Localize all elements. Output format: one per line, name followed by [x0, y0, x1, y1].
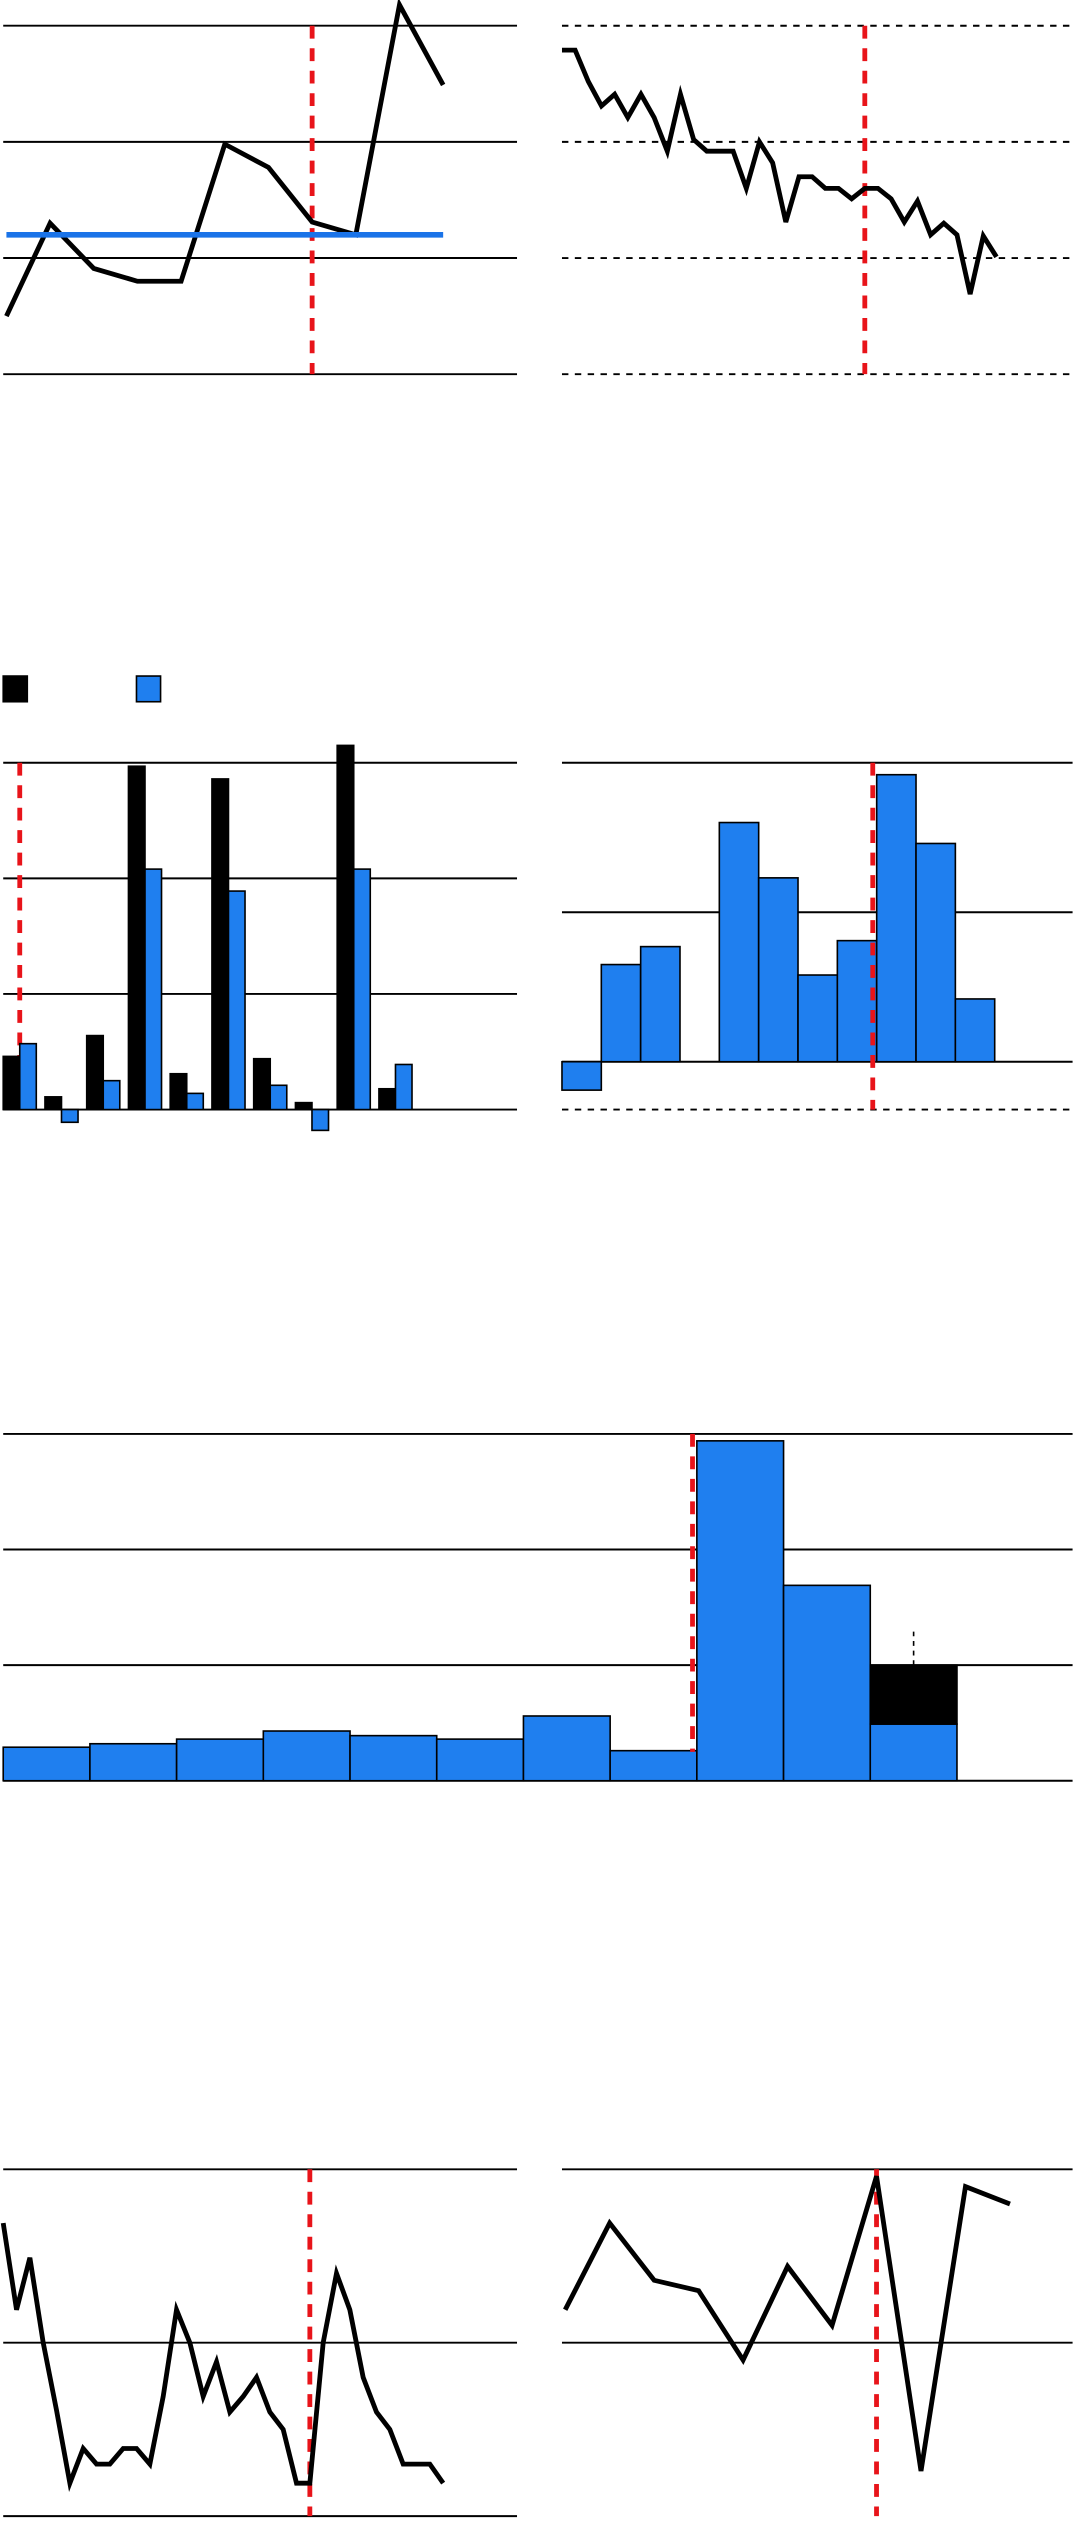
bar	[2, 1055, 21, 1111]
bar	[639, 945, 681, 1063]
bar	[85, 1034, 105, 1111]
data-line	[561, 47, 999, 295]
bar	[869, 1664, 958, 1725]
bar	[609, 1749, 698, 1782]
bar	[211, 778, 230, 1111]
bar	[252, 1057, 272, 1111]
bar	[954, 998, 996, 1063]
bar	[175, 1738, 265, 1782]
bar	[797, 974, 839, 1063]
bar	[836, 939, 878, 1063]
bar	[600, 963, 642, 1063]
bar	[2, 1746, 91, 1782]
data-line	[0, 2222, 446, 2493]
bar	[869, 1723, 958, 1782]
bar	[782, 1584, 872, 1782]
bar	[718, 821, 760, 1063]
bar	[262, 1730, 351, 1782]
bar	[60, 1108, 79, 1124]
bar	[435, 1738, 525, 1782]
bar	[169, 1072, 188, 1111]
bar	[352, 868, 372, 1111]
bar	[696, 1440, 785, 1782]
bar	[378, 1087, 397, 1111]
bar	[522, 1715, 611, 1782]
data-line	[563, 2175, 1011, 2472]
bar	[18, 1042, 38, 1111]
bar	[227, 890, 246, 1111]
bar	[757, 877, 799, 1063]
bar	[311, 1108, 330, 1132]
bar	[561, 1060, 603, 1091]
bar	[127, 765, 146, 1111]
legend-swatch	[135, 675, 162, 703]
bar	[294, 1101, 313, 1111]
legend-swatch	[2, 675, 29, 703]
bar	[185, 1092, 205, 1111]
bar	[144, 868, 163, 1111]
bar	[394, 1063, 413, 1111]
bar	[915, 842, 957, 1063]
bar	[349, 1734, 438, 1782]
data-line	[4, 0, 446, 318]
bar	[89, 1742, 178, 1782]
bar	[875, 773, 917, 1063]
bar	[44, 1096, 63, 1111]
bar	[102, 1079, 121, 1111]
bar	[269, 1084, 288, 1111]
bar	[336, 744, 355, 1111]
